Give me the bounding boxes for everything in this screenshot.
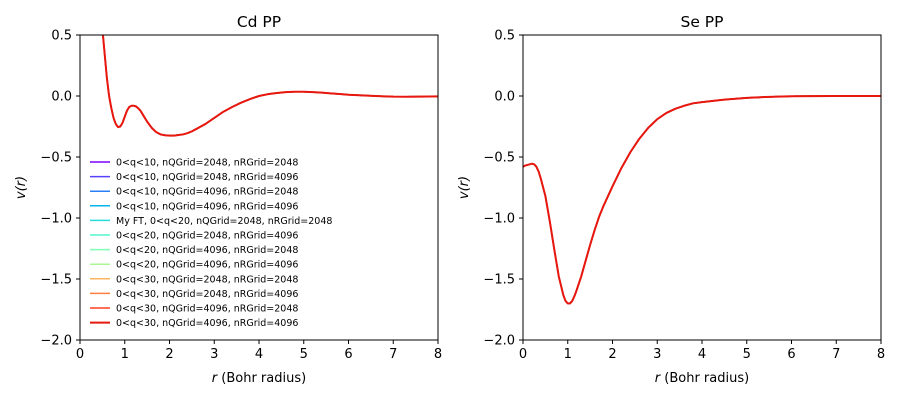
legend-entry: 0<q<30, nQGrid=2048, nRGrid=2048 xyxy=(116,274,298,285)
y-tick-label: 0.5 xyxy=(494,29,515,44)
series-line-9 xyxy=(523,95,881,305)
y-tick-label: −1.0 xyxy=(483,212,515,227)
y-tick-label: 0.5 xyxy=(51,29,72,44)
y-tick-label: −0.5 xyxy=(40,151,72,166)
legend-entry: 0<q<10, nQGrid=2048, nRGrid=2048 xyxy=(116,158,298,169)
y-tick-label: −1.0 xyxy=(40,212,72,227)
series-line-10 xyxy=(102,35,438,137)
x-axis-label: r (Bohr radius) xyxy=(655,371,749,386)
series-line-2 xyxy=(102,35,438,137)
series-line-10 xyxy=(523,95,881,305)
series-line-7 xyxy=(523,95,881,305)
se-pp-panel: 0 1 2 3 4 5 6 7 8 0.5 0.0 −0.5 −1.0 −1.5 −2.0 Se PP r (B… xyxy=(457,13,885,386)
x-tick-label: 7 xyxy=(389,347,397,362)
plot-frame xyxy=(522,34,882,341)
x-tick-label: 7 xyxy=(832,347,840,362)
series-line-7 xyxy=(102,35,438,137)
series-line-8 xyxy=(523,95,881,305)
series-line-9 xyxy=(102,35,438,137)
x-tick-label: 0 xyxy=(76,347,84,362)
plot-title: Se PP xyxy=(681,13,724,31)
legend-entry: My FT, 0<q<20, nQGrid=2048, nRGrid=2048 xyxy=(116,216,332,227)
legend-entry: 0<q<10, nQGrid=2048, nRGrid=4096 xyxy=(116,172,298,183)
series-line-6 xyxy=(102,35,438,137)
series-line-5 xyxy=(523,95,881,305)
series-line-11 xyxy=(523,95,881,305)
legend-entry: 0<q<20, nQGrid=4096, nRGrid=2048 xyxy=(116,245,298,256)
x-tick-label: 1 xyxy=(121,347,129,362)
x-tick-label: 3 xyxy=(210,347,218,362)
y-tick-label: −0.5 xyxy=(483,151,515,166)
y-tick-label: 0.0 xyxy=(494,90,515,105)
x-tick-label: 3 xyxy=(653,347,661,362)
x-tick-label: 8 xyxy=(877,347,885,362)
y-tick-label: −1.5 xyxy=(483,273,515,288)
x-tick-label: 1 xyxy=(564,347,572,362)
x-tick-label: 4 xyxy=(255,347,263,362)
x-tick-label: 2 xyxy=(608,347,616,362)
legend-entry: 0<q<30, nQGrid=4096, nRGrid=4096 xyxy=(116,318,298,329)
series-line-3 xyxy=(102,35,438,137)
x-tick-label: 4 xyxy=(698,347,706,362)
legend-entry: 0<q<10, nQGrid=4096, nRGrid=2048 xyxy=(116,187,298,198)
series-line-8 xyxy=(102,35,438,137)
y-tick-label: −2.0 xyxy=(40,334,72,349)
legend-entry: 0<q<20, nQGrid=2048, nRGrid=4096 xyxy=(116,231,298,242)
x-tick-label: 2 xyxy=(165,347,173,362)
legend-entry: 0<q<30, nQGrid=4096, nRGrid=2048 xyxy=(116,304,298,315)
legend-entry: 0<q<20, nQGrid=4096, nRGrid=4096 xyxy=(116,260,298,271)
x-tick-label: 8 xyxy=(434,347,442,362)
series-line-1 xyxy=(102,35,438,137)
series-line-4 xyxy=(523,95,881,305)
x-tick-label: 0 xyxy=(519,347,527,362)
legend: 0<q<10, nQGrid=2048, nRGrid=2048 0<q<10, … xyxy=(90,158,332,329)
x-tick-label: 6 xyxy=(787,347,795,362)
series-line-3 xyxy=(523,95,881,305)
x-axis-label-symbol: r xyxy=(655,371,662,386)
x-tick-label: 5 xyxy=(300,347,308,362)
series-lines xyxy=(523,95,881,305)
y-axis-label: v(r) xyxy=(14,176,29,199)
legend-entry: 0<q<30, nQGrid=2048, nRGrid=4096 xyxy=(116,289,298,300)
series-line-5 xyxy=(102,35,438,137)
series-lines xyxy=(101,35,438,137)
series-line-4 xyxy=(102,35,438,137)
series-line-12 xyxy=(523,95,881,305)
plot-title: Cd PP xyxy=(237,13,281,31)
series-line-2 xyxy=(523,95,881,305)
legend-entry: 0<q<10, nQGrid=4096, nRGrid=4096 xyxy=(116,201,298,212)
y-tick-label: −1.5 xyxy=(40,273,72,288)
cd-pp-panel: 0 1 2 3 4 5 6 7 8 0.5 0.0 −0.5 −1.0 −1.5 −2.0 Cd PP r (B… xyxy=(14,13,442,386)
x-axis-label-unit: (Bohr radius) xyxy=(660,371,749,386)
x-axis-label: r (Bohr radius) xyxy=(212,371,306,386)
x-axis-label-symbol: r xyxy=(212,371,219,386)
series-line-1 xyxy=(523,95,881,305)
y-tick-label: 0.0 xyxy=(51,90,72,105)
y-tick-label: −2.0 xyxy=(483,334,515,349)
series-line-6 xyxy=(523,95,881,305)
y-axis-label: v(r) xyxy=(457,176,472,199)
series-line-11 xyxy=(102,35,438,137)
x-tick-label: 6 xyxy=(344,347,352,362)
x-tick-label: 5 xyxy=(743,347,751,362)
series-line-12 xyxy=(101,35,438,137)
x-axis-label-unit: (Bohr radius) xyxy=(217,371,306,386)
